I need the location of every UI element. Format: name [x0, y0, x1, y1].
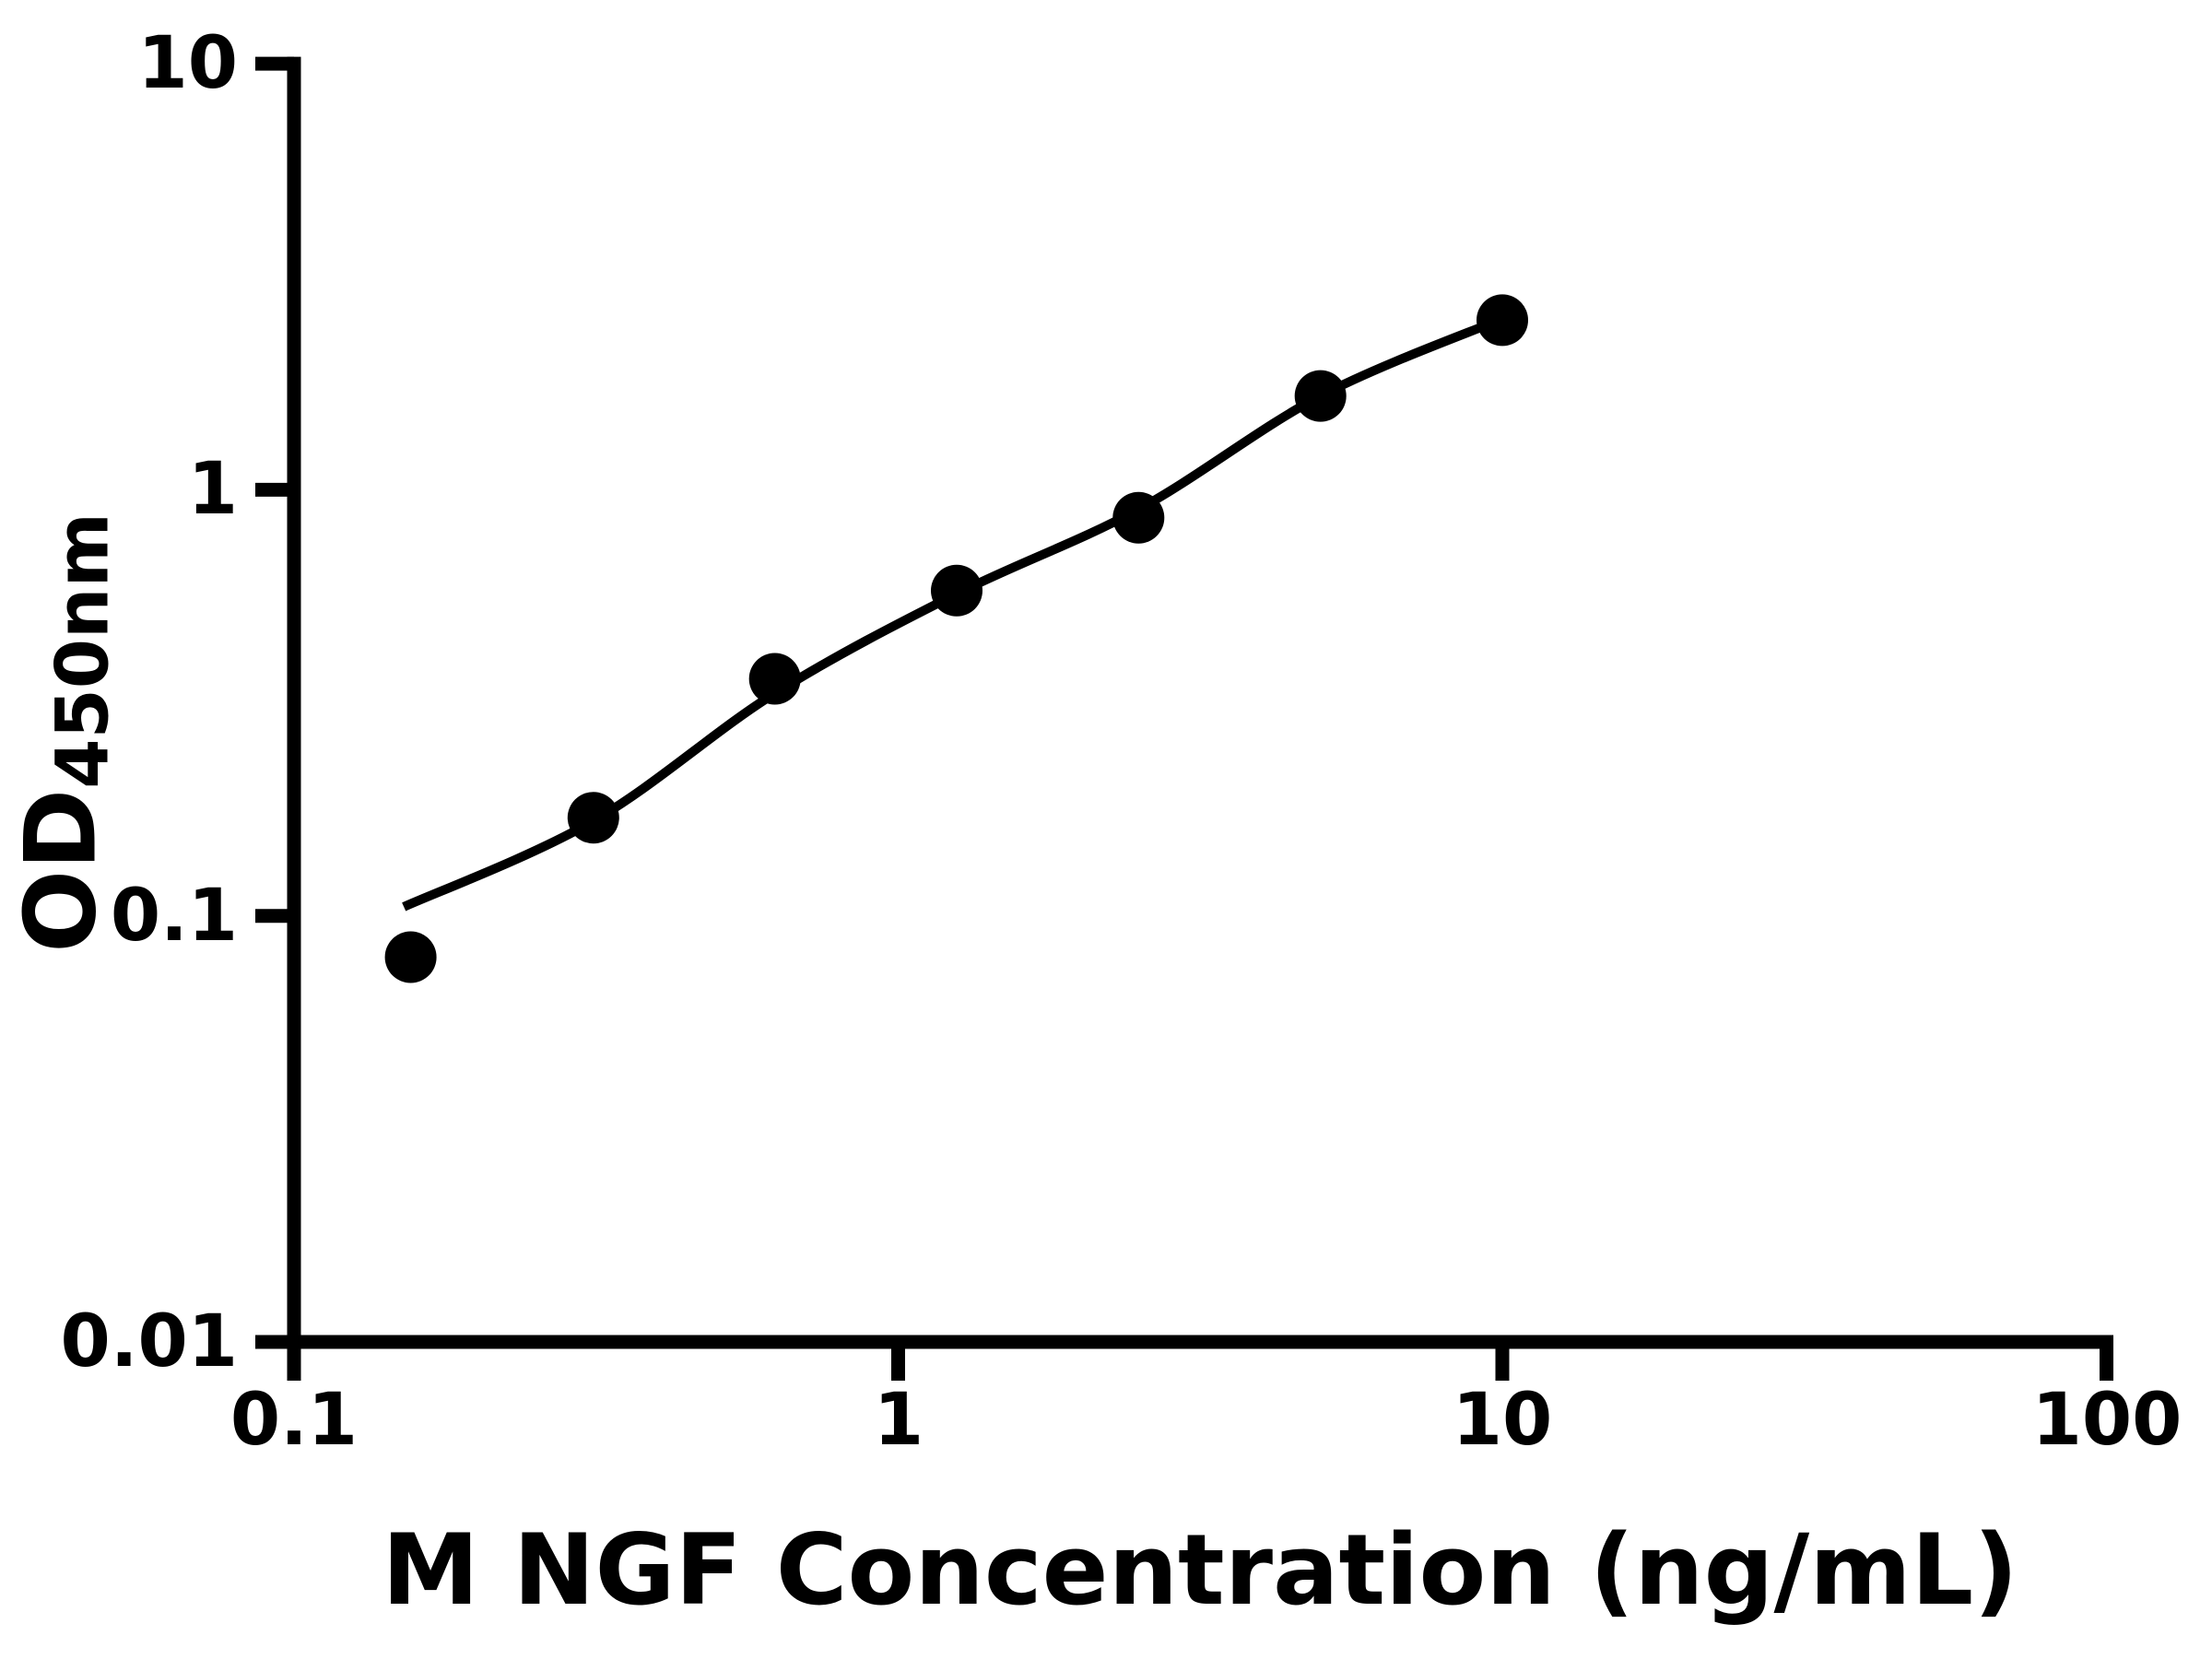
data-point [384, 931, 437, 983]
x-tick-label-1: 1 [873, 1379, 924, 1462]
y-tick-label-10: 10 [137, 22, 238, 105]
x-tick-label-100: 100 [2031, 1379, 2183, 1462]
x-tick-label-10: 10 [1452, 1379, 1553, 1462]
y-tick-label-0-1: 0.1 [110, 875, 238, 958]
x-axis-title: M NGF Concentration (ng/mL) [382, 1513, 2018, 1627]
y-axis-title-subscript: 450nm [41, 512, 125, 789]
data-point [1294, 370, 1347, 422]
data-point [1112, 491, 1165, 544]
data-point [748, 653, 801, 705]
y-axis-title: OD450nm [4, 512, 125, 953]
y-axis-title-main: OD [4, 788, 118, 953]
y-tick-label-1: 1 [187, 448, 238, 531]
data-point [567, 792, 619, 844]
data-point [931, 564, 982, 617]
y-tick-label-0-01: 0.01 [60, 1300, 238, 1383]
data-point [1477, 294, 1528, 347]
x-tick-label-0-1: 0.1 [229, 1379, 359, 1462]
